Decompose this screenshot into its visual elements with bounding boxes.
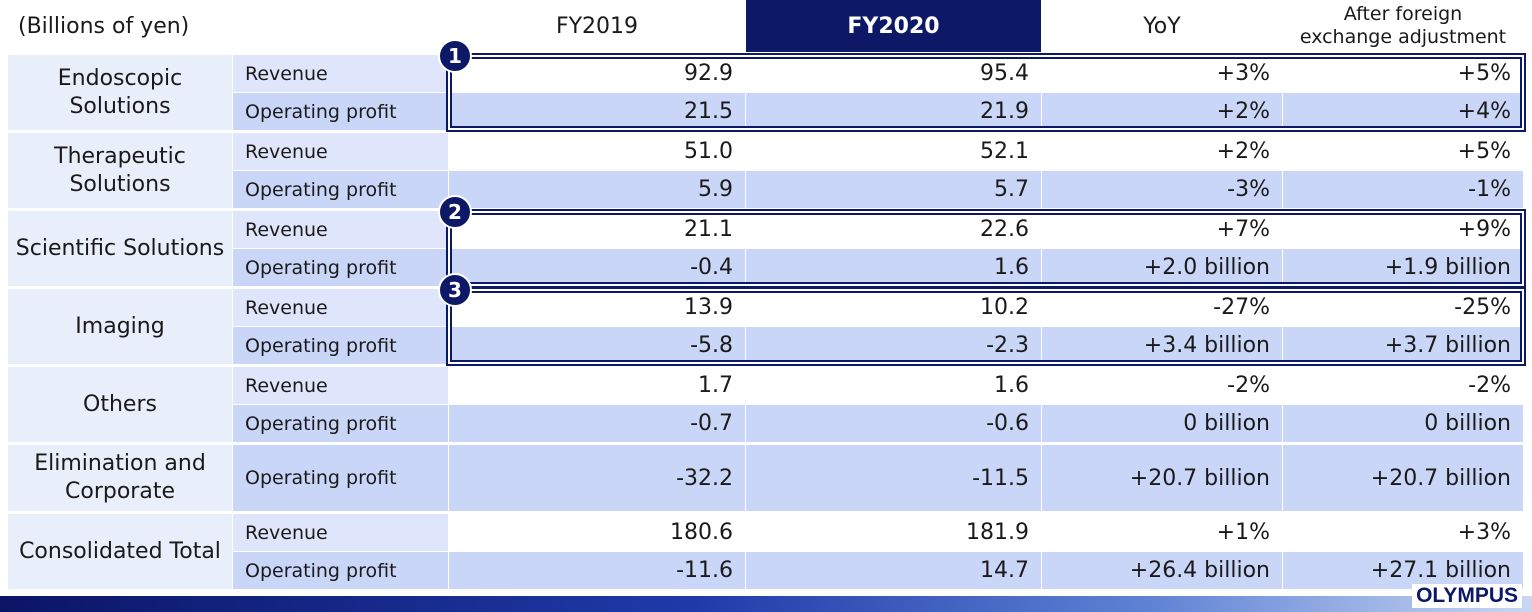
- column-header-yoy: YoY: [1143, 13, 1181, 39]
- value-fy2020: 1.6: [746, 367, 1041, 404]
- value-fy2020: 21.9: [746, 93, 1041, 130]
- segment-name: Others: [8, 367, 232, 442]
- metric-label: Operating profit: [233, 327, 448, 364]
- value-yoy: -27%: [1042, 289, 1282, 326]
- value-fy2020: -2.3: [746, 327, 1041, 364]
- value-fx-adjusted: +3.7 billion: [1283, 327, 1523, 364]
- metric-label: Revenue: [233, 211, 448, 248]
- value-fx-adjusted: +9%: [1283, 211, 1523, 248]
- metric-label: Operating profit: [233, 171, 448, 208]
- value-yoy: +20.7 billion: [1042, 445, 1282, 511]
- value-fx-adjusted: +5%: [1283, 55, 1523, 92]
- value-fy2020: -0.6: [746, 405, 1041, 442]
- value-fx-adjusted: +1.9 billion: [1283, 249, 1523, 286]
- metric-label: Revenue: [233, 133, 448, 170]
- badge-1: 1: [438, 39, 472, 73]
- value-fy2020: 22.6: [746, 211, 1041, 248]
- value-fy2019: 21.1: [449, 211, 745, 248]
- metric-label: Operating profit: [233, 405, 448, 442]
- unit-label: (Billions of yen): [18, 13, 190, 39]
- column-header-fx-adjusted: After foreign exchange adjustment: [1283, 0, 1523, 52]
- badge-2: 2: [438, 195, 472, 229]
- metric-label: Operating profit: [233, 93, 448, 130]
- value-fx-adjusted: -25%: [1283, 289, 1523, 326]
- value-fy2020: 1.6: [746, 249, 1041, 286]
- value-yoy: +1%: [1042, 514, 1282, 551]
- value-fy2019: 180.6: [449, 514, 745, 551]
- metric-label: Operating profit: [233, 445, 448, 511]
- value-fx-adjusted: +4%: [1283, 93, 1523, 130]
- footer-gradient-bar: [0, 596, 1532, 612]
- segment-name: Consolidated Total: [8, 514, 232, 589]
- value-fy2019: -5.8: [449, 327, 745, 364]
- value-fx-adjusted: +27.1 billion: [1283, 552, 1523, 589]
- column-header-fy2019: FY2019: [555, 13, 639, 39]
- value-fy2020: 14.7: [746, 552, 1041, 589]
- value-fy2020: -11.5: [746, 445, 1041, 511]
- value-fx-adjusted: +5%: [1283, 133, 1523, 170]
- value-yoy: -2%: [1042, 367, 1282, 404]
- olympus-logo: OLYMPUS: [1412, 584, 1522, 608]
- value-fy2020: 5.7: [746, 171, 1041, 208]
- value-fy2019: -11.6: [449, 552, 745, 589]
- value-yoy: +2%: [1042, 93, 1282, 130]
- value-fy2020: 95.4: [746, 55, 1041, 92]
- value-fy2020: 52.1: [746, 133, 1041, 170]
- value-yoy: 0 billion: [1042, 405, 1282, 442]
- metric-label: Revenue: [233, 55, 448, 92]
- value-fx-adjusted: -1%: [1283, 171, 1523, 208]
- value-fy2019: 13.9: [449, 289, 745, 326]
- value-fx-adjusted: -2%: [1283, 367, 1523, 404]
- segment-name: Scientific Solutions: [8, 211, 232, 286]
- metric-label: Revenue: [233, 514, 448, 551]
- badge-3: 3: [438, 273, 472, 307]
- value-fy2019: 5.9: [449, 171, 745, 208]
- value-fy2020: 181.9: [746, 514, 1041, 551]
- value-fy2019: -0.7: [449, 405, 745, 442]
- value-fy2020: 10.2: [746, 289, 1041, 326]
- value-yoy: -3%: [1042, 171, 1282, 208]
- value-fy2019: 92.9: [449, 55, 745, 92]
- column-header-fy2020: FY2020: [746, 0, 1041, 52]
- segment-name: Elimination and Corporate: [8, 445, 232, 511]
- value-fx-adjusted: +3%: [1283, 514, 1523, 551]
- value-yoy: +26.4 billion: [1042, 552, 1282, 589]
- value-yoy: +3.4 billion: [1042, 327, 1282, 364]
- value-yoy: +7%: [1042, 211, 1282, 248]
- value-fy2019: -32.2: [449, 445, 745, 511]
- metric-label: Operating profit: [233, 552, 448, 589]
- segment-name: Therapeutic Solutions: [8, 133, 232, 208]
- value-fy2019: 21.5: [449, 93, 745, 130]
- value-fx-adjusted: 0 billion: [1283, 405, 1523, 442]
- fx-header-line-1: After foreign: [1343, 3, 1463, 25]
- segment-name: Endoscopic Solutions: [8, 55, 232, 130]
- value-yoy: +2.0 billion: [1042, 249, 1282, 286]
- value-fy2019: 1.7: [449, 367, 745, 404]
- value-fy2019: 51.0: [449, 133, 745, 170]
- metric-label: Operating profit: [233, 249, 448, 286]
- value-fy2019: -0.4: [449, 249, 745, 286]
- value-yoy: +2%: [1042, 133, 1282, 170]
- fx-header-line-2: exchange adjustment: [1299, 26, 1507, 48]
- metric-label: Revenue: [233, 289, 448, 326]
- metric-label: Revenue: [233, 367, 448, 404]
- value-fx-adjusted: +20.7 billion: [1283, 445, 1523, 511]
- value-yoy: +3%: [1042, 55, 1282, 92]
- segment-name: Imaging: [8, 289, 232, 364]
